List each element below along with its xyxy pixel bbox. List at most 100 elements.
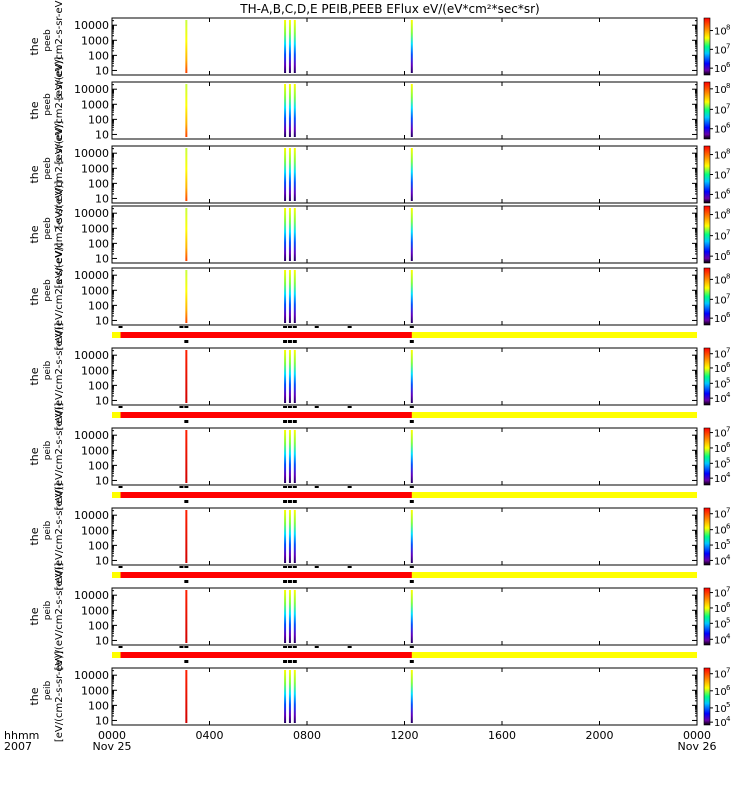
panel-y-label: the peeb [eV/(eV/cm2-s-sr-eV)] xyxy=(28,0,65,100)
panel-y-label: the peib [eV/(eV/cm2-s-sr-eV)] xyxy=(28,323,65,431)
status-bar-red xyxy=(120,572,412,578)
colorbar-tick-label: 10 xyxy=(714,444,727,455)
colorbar xyxy=(703,145,711,204)
panel-frame xyxy=(111,205,698,264)
panel-y-label-sub: peeb xyxy=(43,279,53,302)
panel-y-label-main: the xyxy=(28,367,41,385)
status-marker-top xyxy=(409,326,414,328)
spectrogram-spike xyxy=(410,350,413,403)
panel-the-peib: 10 100 1000 10000 the peib [eV/(cm2-s-sr-eV)] 1… xyxy=(28,651,731,742)
status-marker-top xyxy=(314,486,319,488)
status-marker-top xyxy=(409,406,414,408)
spectrogram-spike xyxy=(288,430,291,483)
status-marker-top xyxy=(287,646,292,648)
colorbar-tick-exponent: 6 xyxy=(726,601,731,609)
colorbar-tick-label: 10 xyxy=(714,27,727,38)
panel-units-label: [eV/(cm2-s-sr-eV)] xyxy=(54,651,65,742)
spectrogram-spike xyxy=(284,270,287,323)
status-marker-bottom xyxy=(184,340,189,343)
spectrogram-spike xyxy=(284,590,287,643)
colorbar-tick-exponent: 5 xyxy=(726,701,730,709)
y-tick-label: 10 xyxy=(95,634,109,647)
panel-frame xyxy=(111,81,698,140)
panel-y-label-sub: peeb xyxy=(43,93,53,116)
colorbar-tick-label: 10 xyxy=(714,151,727,162)
status-marker-bottom xyxy=(409,500,414,503)
colorbar xyxy=(703,427,711,486)
spectrogram-spike xyxy=(410,590,413,643)
y-tick-label: 1000 xyxy=(81,284,109,297)
status-marker-top xyxy=(179,486,184,488)
panel-y-label: the peeb [eV/(eV/cm2-s-sr-eV)] xyxy=(28,57,65,165)
panel-thd-peeb: 10 100 1000 10000 the peeb [eV/(eV/cm2-s-sr-eV… xyxy=(28,181,731,289)
colorbar xyxy=(703,667,711,726)
colorbar-tick-exponent: 6 xyxy=(726,684,731,692)
colorbar-tick-label: 10 xyxy=(714,604,727,615)
y-tick-label: 1000 xyxy=(81,604,109,617)
colorbar-tick-label: 10 xyxy=(714,85,727,96)
y-tick-label: 10 xyxy=(95,314,109,327)
y-tick-label: 100 xyxy=(88,237,109,250)
y-tick-label: 10000 xyxy=(74,207,109,220)
spectrogram-spike xyxy=(185,670,188,723)
panel-y-label-main: the xyxy=(28,527,41,545)
panel-frame xyxy=(111,17,698,76)
panel-y-label-sub: peeb xyxy=(43,157,53,180)
status-marker-top xyxy=(118,566,123,568)
spectrogram-spike xyxy=(410,430,413,483)
spectrogram-spike xyxy=(293,670,296,723)
panel-thb-peib: 10 100 1000 10000 the peib [eV/(eV/cm2-s-sr-eV… xyxy=(28,403,731,511)
panel-y-label-sub: peib xyxy=(43,520,53,540)
status-marker-top xyxy=(347,406,352,408)
panel-y-label-sub: peib xyxy=(43,680,53,700)
panel-y-label-sub: peeb xyxy=(43,217,53,240)
colorbar-tick-exponent: 6 xyxy=(726,441,731,449)
panel-y-label-sub: peib xyxy=(43,440,53,460)
spectrogram-spike xyxy=(284,208,287,261)
y-tick-label: 1000 xyxy=(81,222,109,235)
spectrogram-spike xyxy=(185,350,188,403)
panel-units-label: [eV/(eV/cm2-s-sr-eV)] xyxy=(54,121,65,229)
status-marker-bottom xyxy=(409,340,414,343)
spectrogram-spike xyxy=(284,84,287,137)
status-marker-bottom xyxy=(283,340,288,343)
colorbar-tick-label: 10 xyxy=(714,295,727,306)
panel-thc-peeb: 10 100 1000 10000 the peeb [eV/(eV/cm2-s-sr-eV… xyxy=(28,121,731,229)
panel-frame xyxy=(111,667,698,726)
spectrogram-spike xyxy=(288,670,291,723)
spectrogram-spike xyxy=(185,590,188,643)
colorbar-tick-label: 10 xyxy=(714,105,727,116)
status-marker-top xyxy=(347,326,352,328)
status-marker-bottom xyxy=(292,500,297,503)
status-marker-bottom xyxy=(184,420,189,423)
y-tick-label: 100 xyxy=(88,49,109,62)
spectrogram-spike xyxy=(410,84,413,137)
x-tick-label: 2000 xyxy=(586,729,614,742)
spectrogram-spike xyxy=(284,350,287,403)
y-tick-label: 10 xyxy=(95,394,109,407)
colorbar-tick-label: 10 xyxy=(714,379,727,390)
spectrogram-spike xyxy=(288,350,291,403)
spectrogram-spike xyxy=(293,148,296,201)
y-tick-label: 100 xyxy=(88,379,109,392)
panel-y-label: the peib [eV/(cm2-s-sr-eV)] xyxy=(28,651,65,742)
colorbar-tick-exponent: 8 xyxy=(726,148,730,156)
y-tick-label: 10000 xyxy=(74,19,109,32)
y-tick-label: 10 xyxy=(95,554,109,567)
status-marker-top xyxy=(184,566,189,568)
status-marker-top xyxy=(347,486,352,488)
x-axis-corner-year: 2007 xyxy=(4,740,32,753)
panel-y-label: the peeb [eV/(eV/cm2-s-sr-eV)] xyxy=(28,121,65,229)
spectrogram-spike xyxy=(293,350,296,403)
spectrogram-spike xyxy=(293,208,296,261)
status-marker-top xyxy=(287,566,292,568)
status-marker-top xyxy=(184,646,189,648)
panel-y-label-main: the xyxy=(28,287,41,305)
status-marker-top xyxy=(409,646,414,648)
status-marker-bottom xyxy=(287,420,292,423)
spectrogram-spike xyxy=(284,20,287,73)
colorbar-tick-label: 10 xyxy=(714,364,727,375)
panel-units-label: [eV/(eV/cm2-s-sr-eV)] xyxy=(54,0,65,100)
